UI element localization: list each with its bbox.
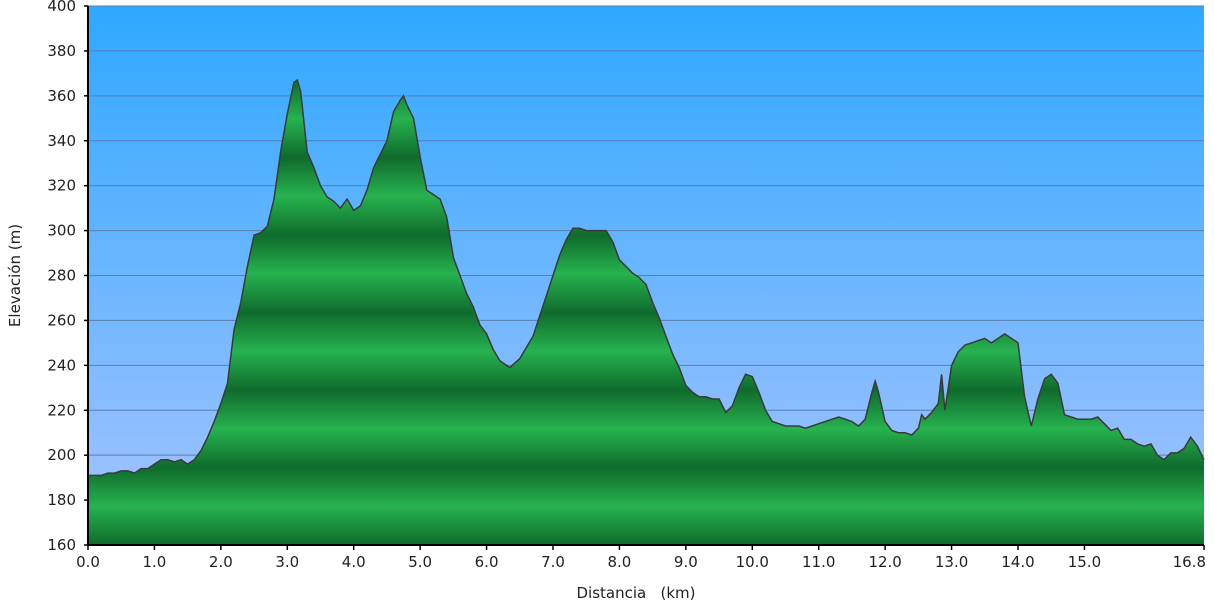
x-axis-title: Distancia (km) <box>576 584 695 602</box>
x-tick-label: 7.0 <box>541 553 565 571</box>
x-tick-label: 6.0 <box>475 553 499 571</box>
x-tick-label: 9.0 <box>674 553 698 571</box>
x-tick-label: 14.0 <box>1001 553 1034 571</box>
x-tick-label: 11.0 <box>802 553 835 571</box>
x-tick-label: 3.0 <box>275 553 299 571</box>
axes <box>84 5 1205 550</box>
x-tick-label: 1.0 <box>142 553 166 571</box>
x-tick-label: 10.0 <box>736 553 769 571</box>
x-tick-label: 2.0 <box>209 553 233 571</box>
y-tick-label: 400 <box>47 0 76 15</box>
y-tick-label: 180 <box>47 491 76 509</box>
x-tick-label: 15.0 <box>1068 553 1101 571</box>
x-tick-label: 8.0 <box>607 553 631 571</box>
y-tick-label: 380 <box>47 42 76 60</box>
y-tick-label: 220 <box>47 401 76 419</box>
y-tick-label: 360 <box>47 87 76 105</box>
x-tick-label: 5.0 <box>408 553 432 571</box>
elevation-line <box>88 78 1205 477</box>
x-tick-label: 16.8 <box>1173 553 1206 571</box>
x-tick-label: 13.0 <box>935 553 968 571</box>
x-tick-labels: 0.0 1.0 2.0 3.0 4.0 5.0 6.0 7.0 8.0 9.0 10.0 11.0 12… <box>76 553 1206 571</box>
y-tick-label: 300 <box>47 222 76 240</box>
y-axis-title: Elevación (m) <box>6 224 24 327</box>
y-tick-label: 280 <box>47 267 76 285</box>
y-tick-label: 340 <box>47 132 76 150</box>
x-tick-label: 12.0 <box>868 553 901 571</box>
y-tick-label: 260 <box>47 311 76 329</box>
y-tick-label: 200 <box>47 446 76 464</box>
x-tick-label: 4.0 <box>342 553 366 571</box>
y-tick-label: 160 <box>47 536 76 554</box>
y-tick-labels: 160 180 200 220 240 260 280 300 320 340 360 380 400 <box>47 0 76 554</box>
y-tick-label: 320 <box>47 177 76 195</box>
x-tick-label: 0.0 <box>76 553 100 571</box>
elevation-area <box>88 80 1204 545</box>
y-tick-label: 240 <box>47 356 76 374</box>
